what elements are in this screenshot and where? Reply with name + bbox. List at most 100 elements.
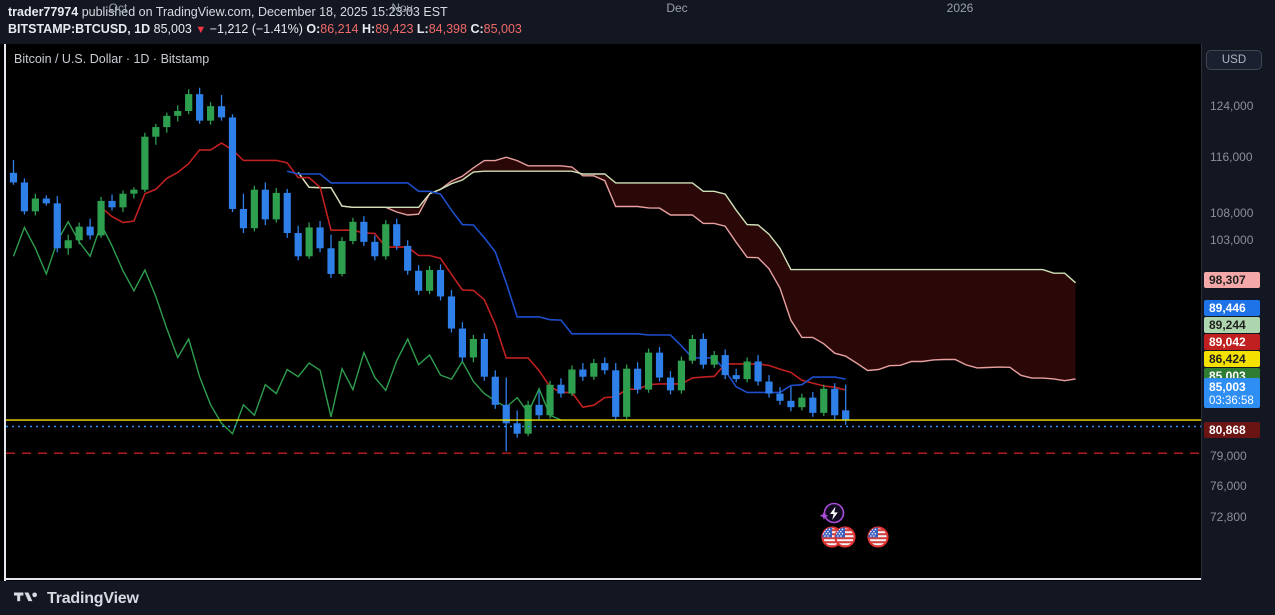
candle [710,355,718,365]
close-value: 85,003 [483,22,522,36]
upper-price-label[interactable]: 86,424 [1204,351,1260,367]
economic-event-lightning-icon[interactable] [819,502,845,531]
candle [535,404,543,416]
candle [261,189,269,220]
tenkan-price-label[interactable]: 89,042 [1204,334,1260,350]
candle [666,377,675,391]
candle [163,115,171,128]
candle [141,136,149,190]
candle [349,221,357,242]
candle [294,233,302,257]
low-value: 84,398 [428,22,467,36]
senkou-a-price-label[interactable]: 98,307 [1204,272,1260,288]
candle [119,193,127,208]
publish-info: published on TradingView.com, December 1… [81,5,448,19]
candle [360,221,368,242]
candle [86,226,94,236]
candle [787,400,795,408]
candle [152,127,160,137]
time-axis-label: 2026 [946,1,974,15]
candle [634,368,642,390]
candle [272,192,280,220]
candle [31,198,39,212]
tradingview-logo-icon [14,592,37,602]
support-price-label[interactable]: 80,868 [1204,422,1260,438]
candle [765,381,773,394]
candle [568,369,576,394]
candlestick-svg [6,87,1201,454]
author-name: trader77974 [8,5,79,19]
currency-button[interactable]: USD [1206,50,1262,70]
open-value: 86,214 [320,22,359,36]
candle [776,393,784,401]
candle [393,224,401,246]
candle [97,200,105,236]
price-plot-area[interactable] [6,44,1201,578]
candle [206,106,215,121]
last-price-value: 85,003 [153,22,192,36]
candle [612,370,620,417]
price-axis-tick: 124,000 [1210,99,1254,113]
chikou-span-line [12,220,562,435]
candle [217,106,226,118]
symbol-ohlc-line: BITSTAMP:BTCUSD, 1D 85,003 ▼ −1,212 (−1.… [8,22,522,36]
candle [820,388,828,413]
candle [754,361,762,382]
candle [196,94,204,121]
time-axis-label: Oct [108,1,128,15]
candle [469,338,477,358]
candle [9,172,18,183]
candle [283,192,291,234]
price-axis-tick: 103,000 [1210,233,1254,247]
publish-credit-line: trader77974 published on TradingView.com… [8,5,448,19]
candle [677,360,686,391]
candle [721,355,729,376]
kijun-price-label[interactable]: 89,446 [1204,300,1260,316]
candle [250,189,258,229]
candle [655,352,664,378]
us-flag-event-icon-3[interactable] [867,526,889,553]
candle [546,384,554,416]
candle [382,224,390,257]
candle [436,269,445,297]
candle [842,410,850,421]
open-key: O: [306,22,321,36]
symbol-ticker[interactable]: BITSTAMP:BTCUSD, [8,22,131,36]
candle [502,404,510,424]
price-axis-tick: 108,000 [1210,206,1254,220]
change-absolute: −1,212 [209,22,249,36]
candle [20,182,29,212]
price-axis-tick: 72,800 [1210,510,1247,524]
candle [623,368,631,417]
tradingview-branding: TradingView [14,590,139,608]
high-value: 89,423 [375,22,414,36]
candle [130,189,138,194]
price-axis-separator [1201,44,1202,581]
us-flag-event-icon-2[interactable] [834,526,856,553]
price-axis-tick: 79,000 [1210,449,1247,463]
candle [579,369,587,377]
price-axis-tick: 76,000 [1210,479,1247,493]
tradingview-wordmark: TradingView [47,590,139,607]
countdown-price-label[interactable]: 85,003 03:36:58 [1204,378,1260,408]
candle [371,241,379,257]
candle [524,404,532,434]
close-key: C: [470,22,484,36]
high-key: H: [361,22,376,36]
candle [305,227,313,257]
change-percent: (−1.41%) [251,22,303,36]
senkou-b-price-label[interactable]: 89,244 [1204,317,1260,333]
candle [338,241,346,274]
interval-label[interactable]: 1D [134,22,151,36]
candle [174,111,182,116]
candle [53,203,61,249]
candle [239,208,248,229]
candle [447,296,456,329]
candle [743,361,751,380]
label-price: 85,003 [1209,380,1246,394]
candle [590,363,598,377]
candle [798,397,806,408]
candle [699,338,707,365]
candle [185,94,193,112]
candle [809,397,817,413]
